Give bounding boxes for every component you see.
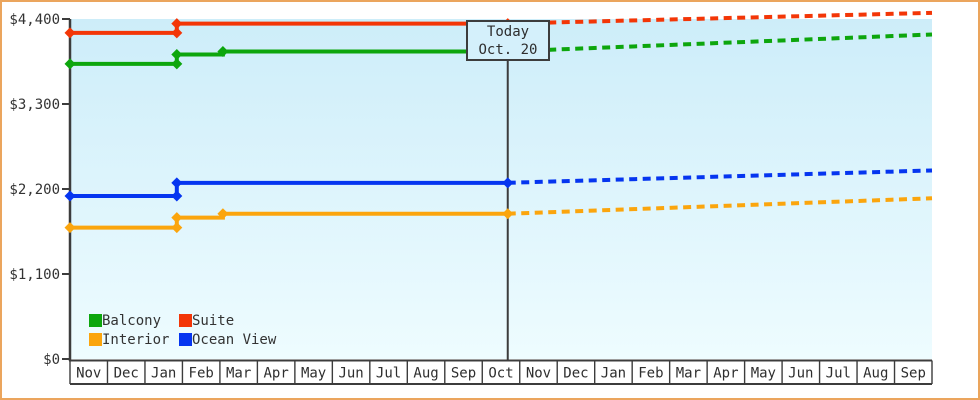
x-axis-month-label: Jun [788, 366, 813, 382]
series-marker-ocean-view [171, 177, 183, 189]
series-marker-interior [217, 208, 229, 220]
series-history-line-balcony [70, 49, 508, 66]
legend-swatch-icon [89, 314, 102, 327]
y-axis-tick-label: $3,300 [9, 97, 60, 113]
x-axis-month-label: Feb [638, 366, 663, 382]
series-marker-balcony [64, 58, 76, 70]
series-history-line-interior [70, 211, 508, 230]
x-axis-month-label: Mar [226, 366, 251, 382]
legend-item-interior: Interior [89, 332, 179, 348]
series-marker-balcony [171, 58, 183, 70]
x-axis-month-label: Sep [451, 366, 476, 382]
x-axis-month-label: Jun [338, 366, 363, 382]
x-axis-month-label: Mar [676, 366, 701, 382]
x-axis-month-label: May [301, 366, 326, 382]
today-box-title: Today [486, 23, 530, 40]
y-axis-tick-label: $4,400 [9, 12, 60, 28]
x-axis-month-label: Aug [413, 366, 438, 382]
legend-item-balcony: Balcony [89, 313, 179, 329]
series-marker-balcony [217, 45, 229, 57]
legend-swatch-icon [89, 333, 102, 346]
x-axis-month-label: Jan [601, 366, 626, 382]
x-axis-month-label: Nov [526, 366, 551, 382]
x-axis-month-label: Apr [263, 366, 288, 382]
series-forecast-line-interior [507, 196, 933, 216]
x-axis-month-label: Feb [189, 366, 214, 382]
x-axis-month-label: Jan [151, 366, 176, 382]
x-axis-month-label: Nov [76, 366, 101, 382]
legend-item-suite: Suite [179, 313, 276, 329]
series-marker-suite [171, 18, 183, 30]
series-marker-balcony [171, 49, 183, 61]
plot-background [71, 19, 932, 359]
today-box-date: Oct. 20 [478, 41, 538, 58]
y-axis-tick-label: $2,200 [9, 182, 60, 198]
series-marker-ocean-view [64, 190, 76, 202]
series-marker-ocean-view [171, 190, 183, 202]
legend-item-label: Interior [102, 331, 170, 348]
legend-swatch-icon [179, 333, 192, 346]
y-axis-tick-label: $1,100 [9, 267, 60, 283]
series-marker-interior [64, 222, 76, 234]
x-axis-month-label: Aug [863, 366, 888, 382]
legend-swatch-icon [179, 314, 192, 327]
legend-item-label: Balcony [102, 312, 162, 329]
series-marker-interior [171, 222, 183, 234]
today-box: Today Oct. 20 [466, 20, 550, 61]
series-forecast-line-balcony [507, 32, 933, 54]
x-axis-month-label: Sep [901, 366, 926, 382]
x-axis-month-label: Oct [488, 366, 513, 382]
series-marker-interior [171, 212, 183, 224]
legend-item-ocean-view: Ocean View [179, 332, 276, 348]
x-axis-month-label: Jul [376, 366, 401, 382]
series-marker-suite [64, 27, 76, 39]
legend: Balcony Suite Interior Ocean View [89, 311, 276, 349]
y-axis-tick-label: $0 [43, 352, 60, 368]
legend-item-label: Suite [192, 312, 235, 329]
x-axis-month-label: Dec [563, 366, 588, 382]
x-axis-month-label: May [751, 366, 776, 382]
series-history-line-ocean-view [70, 180, 508, 198]
series-marker-ocean-view [502, 177, 514, 189]
x-axis-month-label: Dec [114, 366, 139, 382]
legend-item-label: Ocean View [192, 331, 277, 348]
x-axis-month-label: Jul [826, 366, 851, 382]
series-marker-suite [171, 27, 183, 39]
series-forecast-line-suite [507, 10, 933, 26]
series-forecast-line-ocean-view [507, 168, 933, 185]
x-axis-month-label: Apr [713, 366, 738, 382]
series-marker-interior [502, 208, 514, 220]
